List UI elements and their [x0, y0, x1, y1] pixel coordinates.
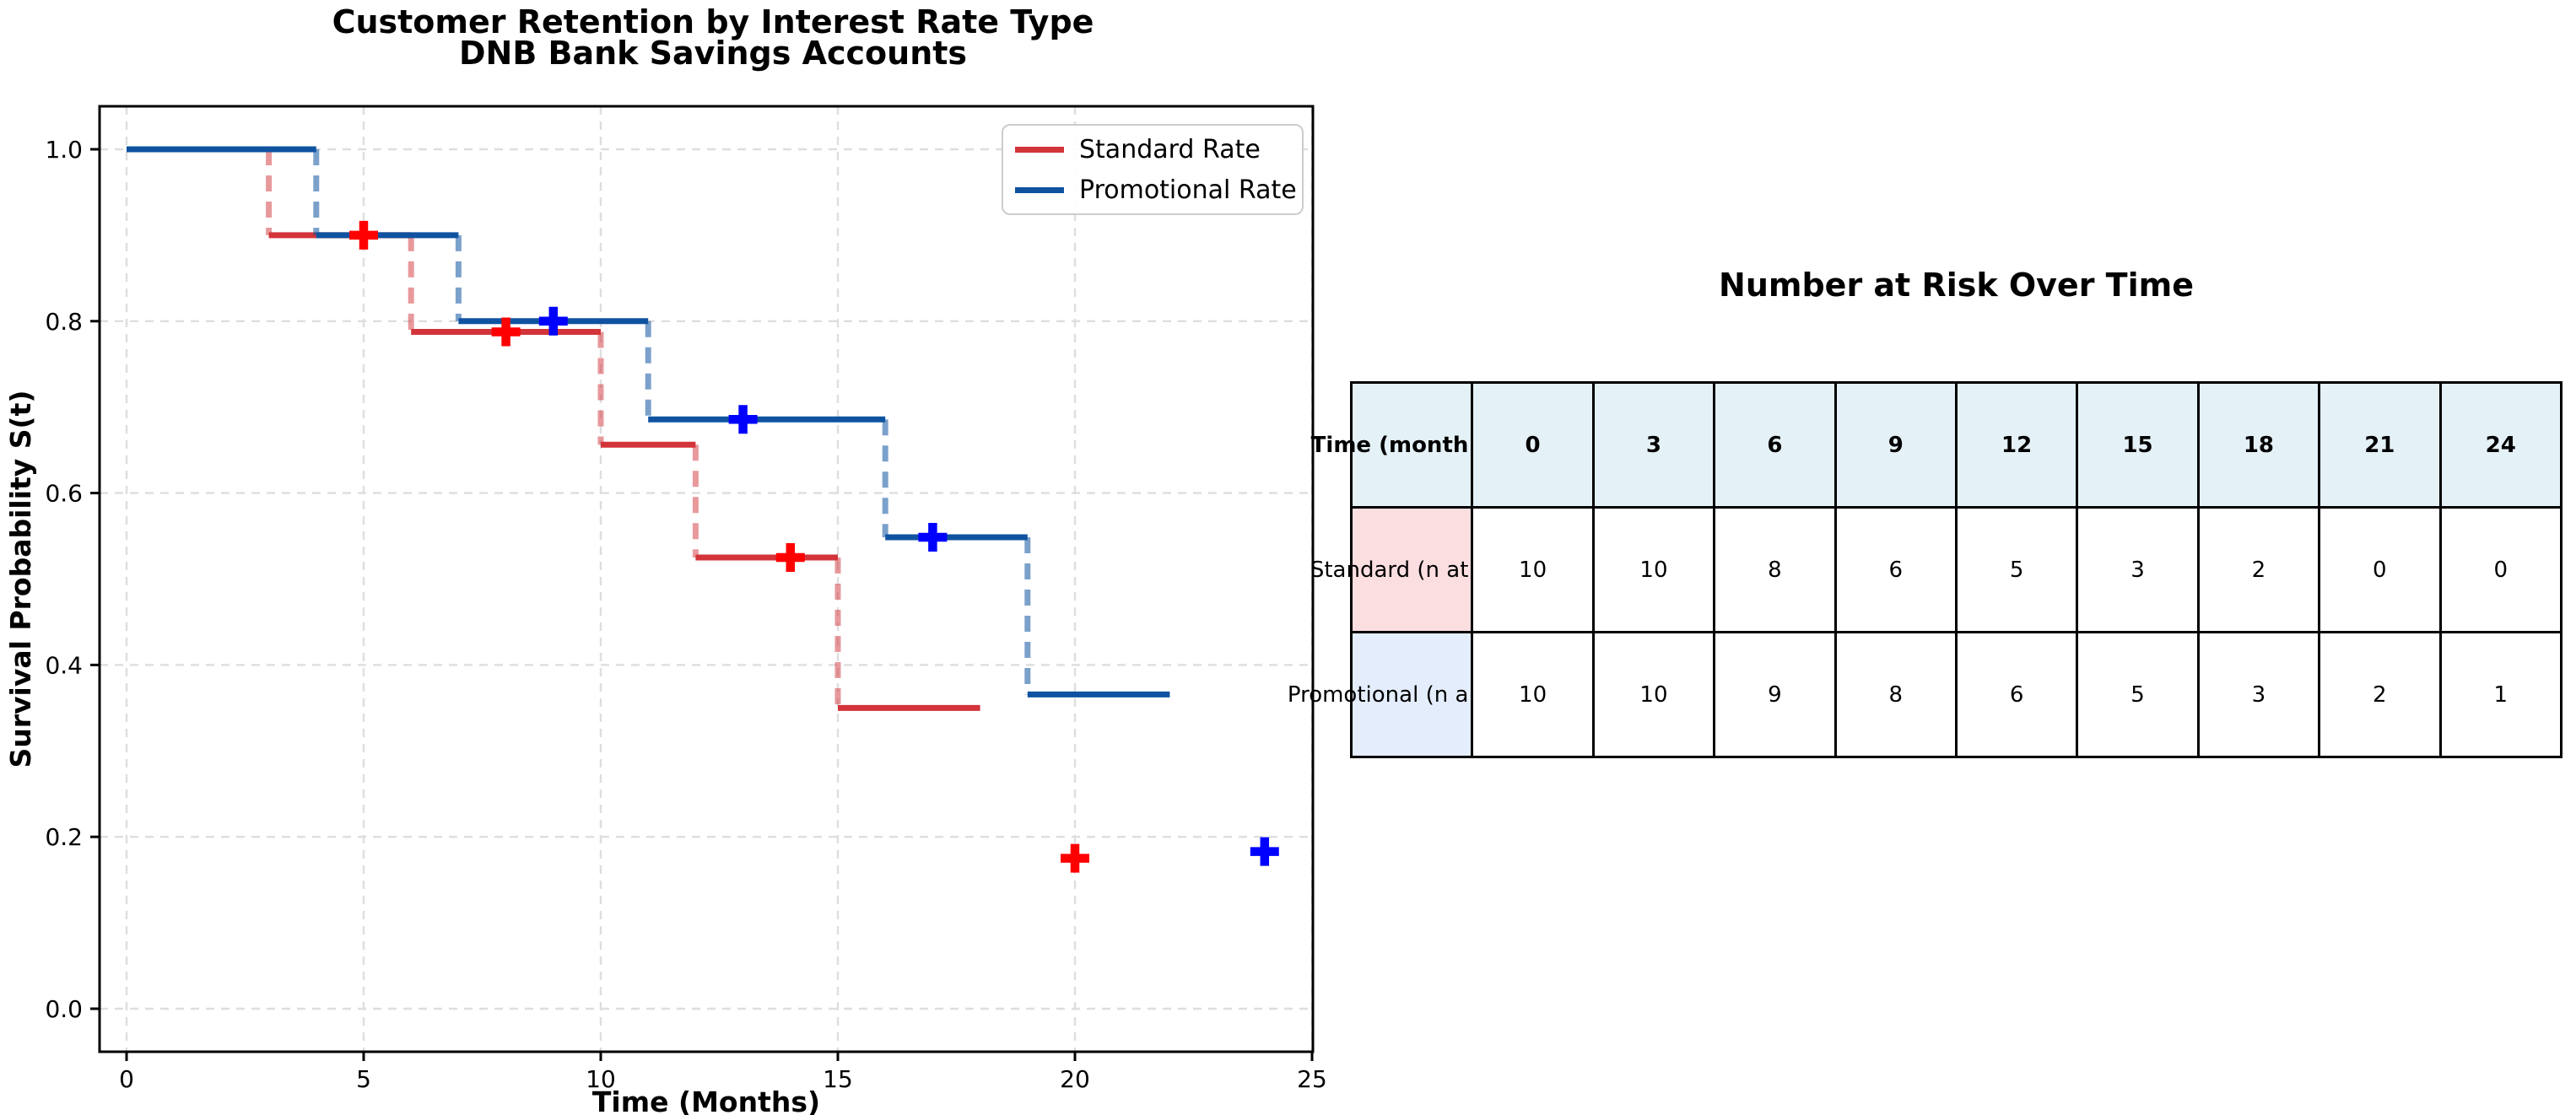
promotional-at-risk-month-12: 6	[1954, 631, 2079, 758]
risk-table-row-promotional: Promotional (n a 10 10 9 8 6 5 3 2 1	[1288, 631, 2563, 758]
risk-table-row-standard: Standard (n at 10 10 8 6 5 3 2 0 0	[1310, 506, 2563, 633]
standard-at-risk-month-6: 8	[1713, 506, 1837, 633]
promotional-row-label-cell: Promotional (n a	[1288, 631, 1474, 758]
header-month-24: 24	[2438, 381, 2563, 509]
legend-label-standard: Standard Rate	[1079, 134, 1261, 164]
number-at-risk-table: Time (month 0 3 6 9 12 15 18 21 24 Standard (n at 1…	[1288, 381, 2563, 758]
standard-row-label-cell: Standard (n at	[1310, 506, 1474, 633]
y-tick-label: 0.2	[45, 823, 83, 851]
standard-rate-step-line	[127, 146, 980, 711]
y-tick-label: 0.4	[45, 651, 83, 679]
plot-title-line2: DNB Bank Savings Accounts	[458, 35, 968, 72]
promotional-at-risk-month-21: 2	[2318, 631, 2442, 758]
y-tick-label: 1.0	[45, 136, 83, 164]
promotional-at-risk-month-0: 10	[1471, 631, 1595, 758]
promotional-rate-step-line	[127, 146, 1170, 698]
risk-table-header-row: Time (month 0 3 6 9 12 15 18 21 24	[1311, 381, 2563, 509]
promotional-at-risk-month-3: 10	[1591, 631, 1716, 758]
plot-title: Customer Retention by Interest Rate Type…	[207, 3, 1219, 72]
axes-spines	[98, 105, 1315, 1053]
standard-row-label-cell-text: Standard (n at	[1310, 557, 1469, 583]
legend-item-promotional-rate: Promotional Rate	[1015, 174, 1297, 206]
standard-at-risk-month-3: 10	[1591, 506, 1716, 633]
standard-at-risk-month-18: 2	[2196, 506, 2321, 633]
header-month-12: 12	[1954, 381, 2079, 509]
header-month-21: 21	[2318, 381, 2442, 509]
header-month-6: 6	[1713, 381, 1837, 509]
header-month-15: 15	[2076, 381, 2200, 509]
standard-censor-markers	[349, 220, 1089, 873]
header-month-9: 9	[1833, 381, 1958, 509]
x-tick-label: 15	[823, 1065, 853, 1093]
x-tick-label: 5	[356, 1065, 371, 1093]
y-tick-label: 0.0	[45, 995, 83, 1023]
promotional-at-risk-month-6: 9	[1713, 631, 1837, 758]
x-axis-label: Time (Months)	[592, 1085, 820, 1115]
standard-at-risk-month-21: 0	[2318, 506, 2442, 633]
legend-line-standard-icon	[1015, 146, 1064, 153]
standard-at-risk-month-12: 5	[1954, 506, 2079, 633]
survival-chart-svg: 0 5 10 15 20 25 0.0 0.2 0.4 0.6 0.8 1.0 Time (Months…	[4, 105, 1327, 1115]
header-month-18: 18	[2196, 381, 2321, 509]
promotional-at-risk-month-15: 5	[2076, 631, 2200, 758]
standard-at-risk-month-15: 3	[2076, 506, 2200, 633]
plot-title-line1: Customer Retention by Interest Rate Type	[332, 3, 1094, 40]
standard-at-risk-month-24: 0	[2438, 506, 2563, 633]
promotional-censor-markers	[538, 306, 1279, 866]
standard-at-risk-month-9: 6	[1833, 506, 1958, 633]
promotional-at-risk-month-24: 1	[2438, 631, 2563, 758]
promotional-at-risk-month-9: 8	[1833, 631, 1958, 758]
header-time-cell: Time (month	[1311, 381, 1474, 509]
y-tick-label: 0.6	[45, 480, 83, 508]
x-tick-label: 25	[1297, 1065, 1327, 1093]
legend-line-promotional-icon	[1015, 186, 1064, 193]
y-axis-label: Survival Probability S(t)	[4, 391, 37, 768]
x-tick-label: 10	[586, 1065, 616, 1093]
y-tick-label: 0.8	[45, 308, 83, 336]
risk-table-title: Number at Risk Over Time	[1719, 267, 2194, 304]
x-tick-label: 0	[119, 1065, 134, 1093]
promotional-row-label-cell-text: Promotional (n a	[1287, 681, 1469, 708]
standard-at-risk-month-0: 10	[1471, 506, 1595, 633]
x-tick-label: 20	[1060, 1065, 1090, 1093]
header-time-cell-text: Time (month	[1310, 432, 1469, 458]
legend-box: Standard Rate Promotional Rate	[1002, 124, 1304, 215]
header-month-3: 3	[1591, 381, 1716, 509]
promotional-at-risk-month-18: 3	[2196, 631, 2321, 758]
legend-label-promotional: Promotional Rate	[1079, 175, 1297, 205]
legend-item-standard-rate: Standard Rate	[1015, 133, 1290, 165]
header-month-0: 0	[1471, 381, 1595, 509]
standard-rate-dashed-drops	[266, 149, 841, 708]
